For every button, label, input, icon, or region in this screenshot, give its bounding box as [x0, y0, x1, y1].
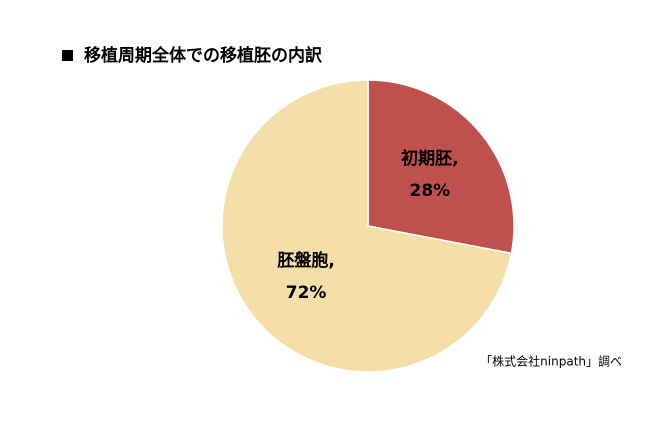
pie-slice [221, 79, 513, 373]
source-note: 「株式会社ninpath」調べ [480, 354, 622, 369]
chart-title: 移植周期全体での移植胚の内訳 [84, 45, 323, 66]
pie-slice [367, 79, 515, 255]
title-bullet [62, 50, 73, 61]
slice-label: 胚盤胞, [277, 250, 334, 271]
value-label: 72% [286, 283, 327, 303]
slice-label: 初期胚, [401, 148, 458, 169]
value-label: 28% [410, 181, 451, 201]
